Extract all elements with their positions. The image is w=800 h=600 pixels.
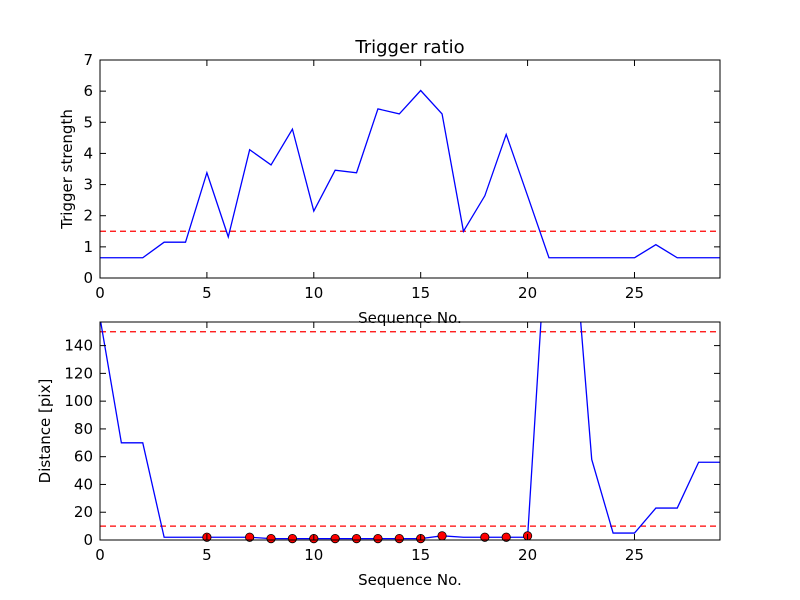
y-tick-label-distance-7: 140: [64, 337, 93, 355]
y-tick-label-distance-5: 100: [64, 392, 93, 410]
data-point-distance-8: [394, 534, 404, 544]
x-tick-label-trigger-2: 10: [304, 284, 323, 302]
x-tick-label-distance-5: 25: [625, 546, 644, 564]
y-tick-label-distance-2: 40: [74, 475, 93, 493]
chart-panel-trigger: 0 5 10 15 20 25 0 1 2 3 4 5 6 7 Sequence No. Trigger st…: [58, 37, 721, 327]
y-tick-label-trigger-0: 0: [83, 269, 93, 287]
plot-frame-trigger: [99, 59, 721, 279]
data-point-distance-3: [287, 534, 298, 544]
x-tick-label-distance-0: 0: [95, 546, 105, 564]
series-line-trigger-0: [100, 89, 720, 259]
x-tick-label-trigger-3: 15: [411, 284, 430, 302]
x-tick-label-distance-3: 15: [411, 546, 430, 564]
x-tick-label-trigger-1: 5: [202, 284, 212, 302]
y-tick-label-distance-1: 20: [74, 503, 93, 521]
x-tick-label-trigger-4: 20: [518, 284, 537, 302]
plot-frame-distance: [99, 321, 721, 541]
data-point-distance-10: [437, 531, 447, 541]
y-axis-label-distance: Distance [pix]: [36, 379, 54, 484]
x-axis-label-trigger: Sequence No.: [358, 309, 462, 327]
chart-title: Trigger ratio: [354, 37, 464, 58]
y-tick-label-trigger-1: 1: [83, 238, 93, 256]
y-tick-label-distance-6: 120: [64, 364, 93, 382]
data-point-distance-2: [266, 534, 276, 544]
x-tick-label-trigger-0: 0: [95, 284, 105, 302]
y-tick-label-trigger-3: 3: [83, 176, 93, 194]
y-axis-label-trigger: Trigger strength: [58, 109, 76, 230]
data-point-distance-1: [245, 532, 255, 542]
data-point-distance-5: [330, 534, 340, 544]
y-tick-label-distance-0: 0: [83, 531, 93, 549]
data-point-distance-12: [501, 532, 511, 542]
x-tick-label-distance-2: 10: [304, 546, 323, 564]
x-axis-label-distance: Sequence No.: [358, 571, 462, 589]
data-point-distance-7: [373, 534, 383, 544]
y-tick-label-distance-3: 60: [74, 448, 93, 466]
y-tick-label-trigger-2: 2: [83, 207, 93, 225]
y-tick-label-distance-4: 80: [74, 420, 93, 438]
data-point-distance-11: [480, 532, 490, 542]
chart-panel-distance: 0 5 10 15 20 25 0 20 40 60 80 100 120 140 Sequence No.…: [36, 321, 721, 589]
x-tick-label-trigger-5: 25: [625, 284, 644, 302]
y-tick-label-trigger-4: 4: [83, 144, 93, 162]
y-tick-label-trigger-5: 5: [83, 113, 93, 131]
x-tick-label-distance-4: 20: [518, 546, 537, 564]
x-tick-label-distance-1: 5: [202, 546, 212, 564]
y-tick-label-trigger-6: 6: [83, 82, 93, 100]
y-tick-label-trigger-7: 7: [83, 51, 93, 69]
data-point-distance-6: [351, 534, 362, 544]
series-line-distance-0: [100, 322, 720, 540]
